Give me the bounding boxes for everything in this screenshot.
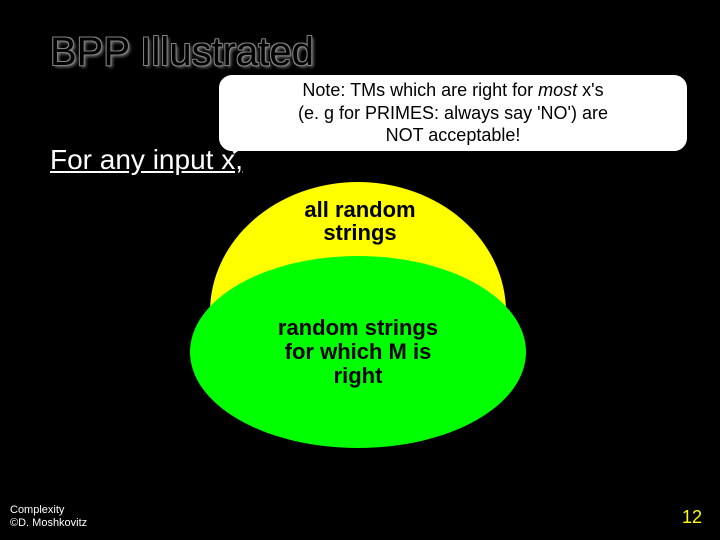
outer-label-line1: all random — [304, 197, 415, 222]
callout-line3: NOT acceptable! — [386, 125, 521, 145]
inner-label-line2: for which M is — [285, 339, 432, 364]
callout-line1-prefix: Note: TMs which are right for — [302, 80, 538, 100]
inner-label-line3: right — [334, 363, 383, 388]
outer-ellipse-label: all random strings — [260, 198, 460, 244]
page-number: 12 — [682, 507, 702, 528]
callout-pointer — [228, 142, 250, 154]
inner-label-line1: random strings — [278, 315, 438, 340]
outer-label-line2: strings — [323, 220, 396, 245]
footer-credit: Complexity ©D. Moshkovitz — [10, 504, 87, 530]
callout-line1-em: most — [538, 80, 577, 100]
inner-ellipse-label: random strings for which M is right — [250, 316, 466, 387]
slide-title: BPP Illustrated — [50, 30, 314, 75]
footer-line2: ©D. Moshkovitz — [10, 517, 87, 529]
callout-line1-suffix: x's — [577, 80, 603, 100]
note-callout: Note: TMs which are right for most x's (… — [218, 74, 688, 152]
callout-line2: (e. g for PRIMES: always say 'NO') are — [298, 103, 608, 123]
slide-subtitle: For any input x, — [50, 144, 243, 176]
footer-line1: Complexity — [10, 504, 64, 516]
